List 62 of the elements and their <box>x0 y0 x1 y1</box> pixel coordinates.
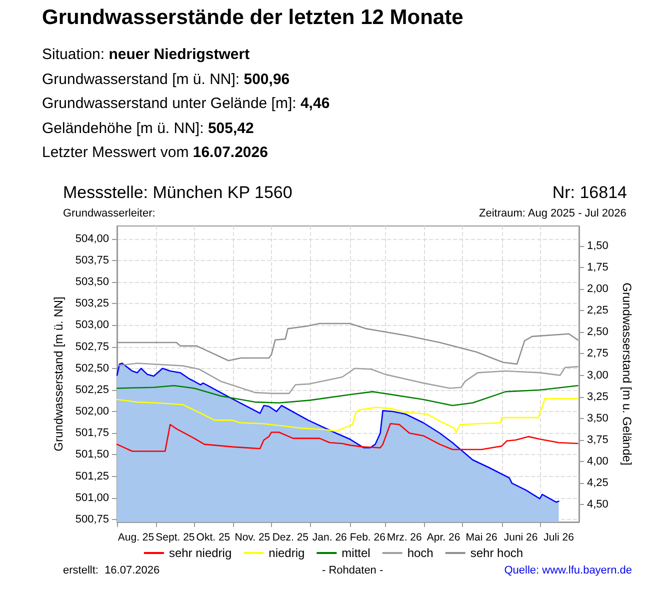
line-series <box>116 422 578 452</box>
y2-tick-label: 2,50 <box>587 326 608 338</box>
y-tick-label: 501,00 <box>75 492 109 504</box>
y-tick-label: 503,25 <box>75 298 109 310</box>
y2-tick-label: 2,25 <box>587 304 608 317</box>
y-tick-label: 504,00 <box>75 232 109 245</box>
y2-tick-label: 4,00 <box>587 456 608 468</box>
x-tick-label: Apr. 26 <box>426 532 460 544</box>
text: Grundwasserstand unter Gelände [m]: 4,46 <box>42 95 330 112</box>
text: Grundwasserstand [m ü. NN]: 500,96 <box>42 70 290 88</box>
y2-tick-label: 2,00 <box>587 282 608 295</box>
x-tick-label: Feb. 26 <box>350 532 386 544</box>
y-tick-label: 501,75 <box>75 427 109 440</box>
y-axis-title: Grundwasserstand [m ü. NN] <box>51 296 66 452</box>
x-tick-label: Jan. 26 <box>312 532 348 544</box>
y2-tick-label: 3,25 <box>587 390 608 403</box>
x-tick-label: Okt. 25 <box>196 532 230 544</box>
legend-label: sehr hoch <box>470 546 524 560</box>
y-tick-label: 503,50 <box>75 276 109 288</box>
y-tick-label: 502,75 <box>75 340 109 353</box>
y-tick-label: 503,00 <box>75 319 109 332</box>
chart-subtitle: Messstelle: München KP 1560 <box>63 183 292 202</box>
y-tick-label: 502,00 <box>75 406 109 418</box>
x-tick-label: Juni 26 <box>504 532 538 544</box>
text: erstellt: 16.07.2026 <box>63 564 160 576</box>
y-tick-label: 502,50 <box>75 362 109 374</box>
line-series <box>116 385 578 406</box>
text: Letzter Messwert vom 16.07.2026 <box>42 144 268 161</box>
legend-label: sehr niedrig <box>168 546 232 560</box>
text: Geländehöhe [m ü. NN]: 505,42 <box>42 120 254 136</box>
source-note: Quelle: www.lfu.bayern.de <box>504 564 632 576</box>
y2-tick-label: 3,75 <box>587 434 608 446</box>
text: Situation: neuer Niedrigstwert <box>42 46 250 63</box>
text: - Rohdaten - <box>322 564 384 576</box>
x-tick-label: Dez. 25 <box>272 532 309 544</box>
y2-tick-label: 4,25 <box>587 477 608 490</box>
y-tick-label: 501,50 <box>75 448 109 461</box>
y2-tick-label: 1,75 <box>587 261 608 274</box>
y2-tick-label: 1,50 <box>587 240 608 252</box>
y-tick-label: 502,25 <box>75 384 109 396</box>
x-tick-label: Juli 26 <box>544 532 574 544</box>
line-series <box>116 398 578 433</box>
x-tick-label: Sept. 25 <box>156 532 195 544</box>
text: Nr: 16814 <box>552 183 628 202</box>
x-tick-label: Mai 26 <box>466 532 498 544</box>
y-tick-label: 501,25 <box>75 470 109 482</box>
text: Grundwasserleiter: <box>63 208 156 220</box>
text: Zeitraum: Aug 2025 - Jul 2026 <box>479 208 626 220</box>
y-tick-label: 500,75 <box>75 513 109 526</box>
x-tick-label: Mrz. 26 <box>386 532 422 544</box>
x-tick-label: Nov. 25 <box>234 532 270 544</box>
y2-tick-label: 3,00 <box>587 369 608 382</box>
y2-tick-label: 4,50 <box>587 498 608 511</box>
legend-label: hoch <box>407 546 434 560</box>
x-tick-label: Aug. 25 <box>118 532 154 544</box>
y2-tick-label: 3,50 <box>587 412 608 424</box>
y2-axis-title: Grundwasserstand [m u. Gelände] <box>620 282 634 466</box>
y-tick-label: 503,75 <box>75 254 109 267</box>
legend-label: mittel <box>342 546 370 560</box>
legend-label: niedrig <box>268 546 305 560</box>
y2-tick-label: 2,75 <box>587 348 608 360</box>
chart-title: Grundwasserstände der letzten 12 Monate <box>42 6 464 30</box>
